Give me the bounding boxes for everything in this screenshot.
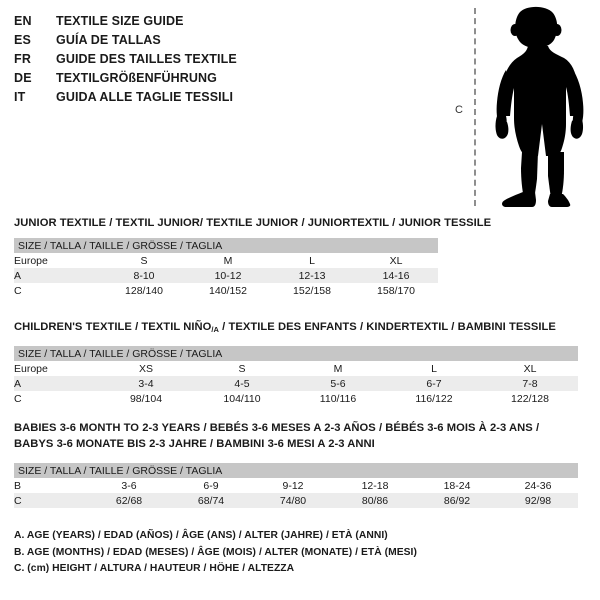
table-row: Europe S M L XL <box>14 253 439 268</box>
table-cell: XS <box>98 361 194 376</box>
table-cell: 10-12 <box>186 268 270 283</box>
table-cell: 98/104 <box>98 391 194 406</box>
table-cell: 3-4 <box>98 376 194 391</box>
table-header-row: SIZE / TALLA / TAILLE / GRÖSSE / TAGLIA <box>14 238 439 253</box>
table-row: A 3-4 4-5 5-6 6-7 7-8 <box>14 376 579 391</box>
table-cell: 104/110 <box>194 391 290 406</box>
table-cell: 128/140 <box>102 283 186 298</box>
row-label: C <box>14 283 102 298</box>
language-code: DE <box>14 71 32 85</box>
section-title-children: CHILDREN'S TEXTILE / TEXTIL NIÑO/A / TEX… <box>14 320 556 335</box>
language-title: GUIDE DES TAILLES TEXTILE <box>56 52 237 66</box>
section-title-part1: CHILDREN'S TEXTILE / TEXTIL NIÑO <box>14 321 212 333</box>
table-cell: M <box>290 361 386 376</box>
toddler-silhouette-icon <box>495 6 584 207</box>
table-cell: 62/68 <box>88 493 170 508</box>
language-row-de: DE TEXTILGRÖßENFÜHRUNG <box>14 69 314 88</box>
row-label: A <box>14 376 98 391</box>
row-label: Europe <box>14 253 102 268</box>
row-label: C <box>14 391 98 406</box>
table-cell: 86/92 <box>416 493 498 508</box>
table-cell: 6-9 <box>170 478 252 493</box>
table-cell: XL <box>482 361 579 376</box>
footnote-a: A. AGE (YEARS) / EDAD (AÑOS) / ÂGE (ANS)… <box>14 530 388 541</box>
table-row: A 8-10 10-12 12-13 14-16 <box>14 268 439 283</box>
table-cell: 24-36 <box>498 478 578 493</box>
language-row-en: EN TEXTILE SIZE GUIDE <box>14 12 314 31</box>
row-label: A <box>14 268 102 283</box>
row-label: B <box>14 478 88 493</box>
section-title-part2: / TEXTILE DES ENFANTS / KINDERTEXTIL / B… <box>218 321 556 333</box>
table-cell: 12-18 <box>334 478 416 493</box>
language-title: GUIDA ALLE TAGLIE TESSILI <box>56 90 234 104</box>
table-row: C 128/140 140/152 152/158 158/170 <box>14 283 439 298</box>
language-row-fr: FR GUIDE DES TAILLES TEXTILE <box>14 50 314 69</box>
table-row: C 62/68 68/74 74/80 80/86 86/92 92/98 <box>14 493 578 508</box>
table-header-row: SIZE / TALLA / TAILLE / GRÖSSE / TAGLIA <box>14 346 579 361</box>
table-cell: 18-24 <box>416 478 498 493</box>
table-cell: 12-13 <box>270 268 354 283</box>
table-cell: 122/128 <box>482 391 579 406</box>
table-cell: 74/80 <box>252 493 334 508</box>
table-subheader-label: SIZE / TALLA / TAILLE / GRÖSSE / TAGLIA <box>14 238 439 253</box>
table-cell: 152/158 <box>270 283 354 298</box>
table-cell: M <box>186 253 270 268</box>
footnotes-block: A. AGE (YEARS) / EDAD (AÑOS) / ÂGE (ANS)… <box>14 528 574 578</box>
table-cell: 8-10 <box>102 268 186 283</box>
row-label: Europe <box>14 361 98 376</box>
table-subheader-label: SIZE / TALLA / TAILLE / GRÖSSE / TAGLIA <box>14 463 578 478</box>
language-title: GUÍA DE TALLAS <box>56 33 161 47</box>
table-row: B 3-6 6-9 9-12 12-18 18-24 24-36 <box>14 478 578 493</box>
table-cell: 9-12 <box>252 478 334 493</box>
language-row-es: ES GUÍA DE TALLAS <box>14 31 314 50</box>
table-header-row: SIZE / TALLA / TAILLE / GRÖSSE / TAGLIA <box>14 463 578 478</box>
table-cell: 7-8 <box>482 376 579 391</box>
table-cell: 116/122 <box>386 391 482 406</box>
table-subheader-label: SIZE / TALLA / TAILLE / GRÖSSE / TAGLIA <box>14 346 579 361</box>
table-row: C 98/104 104/110 110/116 116/122 122/128 <box>14 391 579 406</box>
babies-size-table: SIZE / TALLA / TAILLE / GRÖSSE / TAGLIA … <box>14 463 578 508</box>
footnote-b: B. AGE (MONTHS) / EDAD (MESES) / ÂGE (MO… <box>14 546 417 558</box>
section-title-junior: JUNIOR TEXTILE / TEXTIL JUNIOR/ TEXTILE … <box>14 217 492 229</box>
table-cell: S <box>194 361 290 376</box>
language-header-block: EN TEXTILE SIZE GUIDE ES GUÍA DE TALLAS … <box>14 12 314 107</box>
section-title-babies-line2: BABYS 3-6 MONATE BIS 2-3 JAHRE / BAMBINI… <box>14 438 375 450</box>
junior-size-table: SIZE / TALLA / TAILLE / GRÖSSE / TAGLIA … <box>14 238 439 298</box>
language-row-it: IT GUIDA ALLE TAGLIE TESSILI <box>14 88 314 107</box>
table-cell: XL <box>354 253 439 268</box>
section-title-babies-line1: BABIES 3-6 MONTH TO 2-3 YEARS / BEBÉS 3-… <box>14 422 540 434</box>
table-cell: 3-6 <box>88 478 170 493</box>
language-code: ES <box>14 33 32 47</box>
table-cell: 110/116 <box>290 391 386 406</box>
table-cell: 92/98 <box>498 493 578 508</box>
table-cell: 4-5 <box>194 376 290 391</box>
table-cell: 140/152 <box>186 283 270 298</box>
table-cell: 14-16 <box>354 268 439 283</box>
language-code: FR <box>14 52 32 66</box>
section-title-subscript: /A <box>211 325 219 334</box>
table-cell: L <box>386 361 482 376</box>
table-row: Europe XS S M L XL <box>14 361 579 376</box>
table-cell: 68/74 <box>170 493 252 508</box>
height-measurement-figure: C <box>440 0 600 215</box>
language-title: TEXTILGRÖßENFÜHRUNG <box>56 71 217 85</box>
table-cell: L <box>270 253 354 268</box>
table-cell: 6-7 <box>386 376 482 391</box>
footnote-c: C. (cm) HEIGHT / ALTURA / HAUTEUR / HÖHE… <box>14 563 295 574</box>
table-cell: 5-6 <box>290 376 386 391</box>
row-label: C <box>14 493 88 508</box>
table-cell: 80/86 <box>334 493 416 508</box>
language-title: TEXTILE SIZE GUIDE <box>56 14 184 28</box>
height-measurement-label: C <box>455 104 463 116</box>
children-size-table: SIZE / TALLA / TAILLE / GRÖSSE / TAGLIA … <box>14 346 579 406</box>
table-cell: 158/170 <box>354 283 439 298</box>
height-dashed-line <box>474 8 476 206</box>
language-code: EN <box>14 14 32 28</box>
table-cell: S <box>102 253 186 268</box>
language-code: IT <box>14 90 26 104</box>
